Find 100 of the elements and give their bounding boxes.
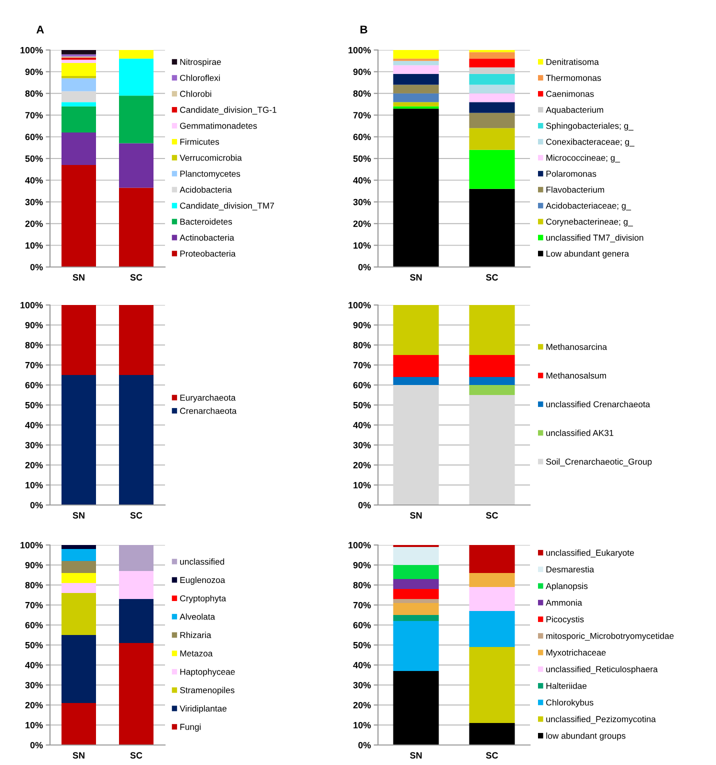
bar xyxy=(62,60,96,64)
legend-label: Acidobacteria xyxy=(180,186,232,193)
legend-label: Acidobacteriaceae; g_ xyxy=(546,202,632,210)
y-tick-label: 40% xyxy=(353,662,371,668)
y-tick-label: 20% xyxy=(353,220,371,227)
y-tick-label: 90% xyxy=(353,68,371,76)
bar xyxy=(119,599,154,643)
y-tick-label: 10% xyxy=(354,242,371,249)
bar xyxy=(469,573,515,587)
y-tick-label: 10% xyxy=(354,722,371,728)
bar xyxy=(393,565,439,579)
bar xyxy=(469,355,515,377)
y-tick-label: 0% xyxy=(358,742,371,748)
bar xyxy=(119,643,154,745)
bar xyxy=(119,188,154,267)
bar xyxy=(469,112,515,128)
legend-label: unclassified xyxy=(180,558,224,565)
legend-label: Picocystis xyxy=(546,616,584,624)
bar xyxy=(469,74,515,85)
y-tick-label: 40% xyxy=(353,177,371,184)
y-tick-label: 10% xyxy=(26,722,43,728)
legend-label: Alveolata xyxy=(180,613,216,620)
bar xyxy=(393,50,439,59)
bar xyxy=(62,54,96,57)
bar xyxy=(469,587,515,611)
legend-label: Candidate_division_TM7 xyxy=(180,202,274,210)
y-tick-label: 40% xyxy=(353,422,371,428)
legend-label: low abundant groups xyxy=(546,732,626,741)
y-tick-label: 70% xyxy=(353,602,371,608)
chart-title: A xyxy=(36,26,44,34)
bar xyxy=(393,385,439,505)
y-tick-label: 60% xyxy=(353,622,371,628)
bar xyxy=(393,106,439,109)
y-tick-label: 60% xyxy=(25,622,43,628)
legend-label: Firmicutes xyxy=(180,138,220,145)
y-tick-label: 50% xyxy=(25,402,43,408)
bar xyxy=(393,603,439,615)
bar xyxy=(119,545,154,571)
bar xyxy=(62,78,96,92)
legend-label: unclassified_Reticulosphaera xyxy=(546,666,658,674)
bar xyxy=(393,65,439,74)
y-tick-label: 10% xyxy=(26,482,43,488)
bar xyxy=(469,647,515,723)
y-tick-label: 70% xyxy=(25,602,43,608)
bar xyxy=(119,571,154,599)
bar xyxy=(62,573,96,583)
bar xyxy=(469,545,515,573)
bar xyxy=(393,355,439,377)
y-tick-label: 70% xyxy=(25,362,43,368)
bar xyxy=(62,703,96,745)
y-tick-label: 70% xyxy=(353,362,371,368)
legend-label: Corynebacterineae; g_ xyxy=(546,218,633,226)
y-tick-label: 80% xyxy=(25,90,43,97)
legend-label: Candidate_division_TG-1 xyxy=(180,106,276,115)
legend-label: unclassified TM7_division xyxy=(546,234,644,242)
legend-label: Chlorobi xyxy=(180,90,212,97)
y-tick-label: 80% xyxy=(353,582,371,588)
y-tick-label: 60% xyxy=(353,134,371,140)
y-tick-label: 100% xyxy=(20,46,43,54)
legend-label: Low abundant genera xyxy=(546,250,630,258)
legend-label: Metazoa xyxy=(180,650,213,656)
y-tick-label: 30% xyxy=(353,442,371,448)
legend-label: unclassified_Eukaryote xyxy=(546,549,634,558)
bar xyxy=(469,67,515,74)
y-tick-label: 40% xyxy=(25,662,43,668)
legend-label: Proteobacteria xyxy=(180,250,236,257)
bar xyxy=(62,102,96,106)
y-tick-label: 70% xyxy=(25,112,43,118)
y-tick-label: 100% xyxy=(20,542,43,548)
bar xyxy=(393,102,439,106)
bar xyxy=(393,377,439,385)
y-tick-label: 80% xyxy=(353,90,371,97)
bar xyxy=(393,305,439,355)
bar xyxy=(469,385,515,395)
legend-label: Sphingobacteriales; g_ xyxy=(546,122,634,131)
y-tick-label: 20% xyxy=(353,462,371,468)
y-tick-label: 80% xyxy=(25,582,43,588)
legend-label: Verrucomicrobia xyxy=(180,154,242,161)
bar xyxy=(469,84,515,94)
bar xyxy=(119,143,154,188)
legend-label: Fungi xyxy=(180,724,201,732)
bar xyxy=(393,93,439,102)
bar xyxy=(62,635,96,703)
legend-label: Planctomycetes xyxy=(180,170,240,178)
y-tick-label: 60% xyxy=(353,382,371,388)
y-tick-label: 90% xyxy=(25,68,43,76)
legend-label: Chloroflexi xyxy=(180,74,220,81)
x-tick-label: SC xyxy=(130,274,142,281)
bar xyxy=(393,108,439,267)
y-tick-label: 90% xyxy=(25,322,43,328)
legend-label: Aplanopsis xyxy=(546,582,588,591)
bar xyxy=(469,377,515,385)
y-tick-label: 0% xyxy=(358,264,371,270)
legend-label: Caenimonas xyxy=(546,90,594,97)
y-tick-label: 40% xyxy=(25,422,43,428)
legend-label: Actinobacteria xyxy=(180,234,234,241)
y-tick-label: 30% xyxy=(353,682,371,688)
y-tick-label: 40% xyxy=(25,177,43,184)
y-tick-label: 20% xyxy=(25,702,43,708)
y-tick-label: 100% xyxy=(348,46,371,54)
